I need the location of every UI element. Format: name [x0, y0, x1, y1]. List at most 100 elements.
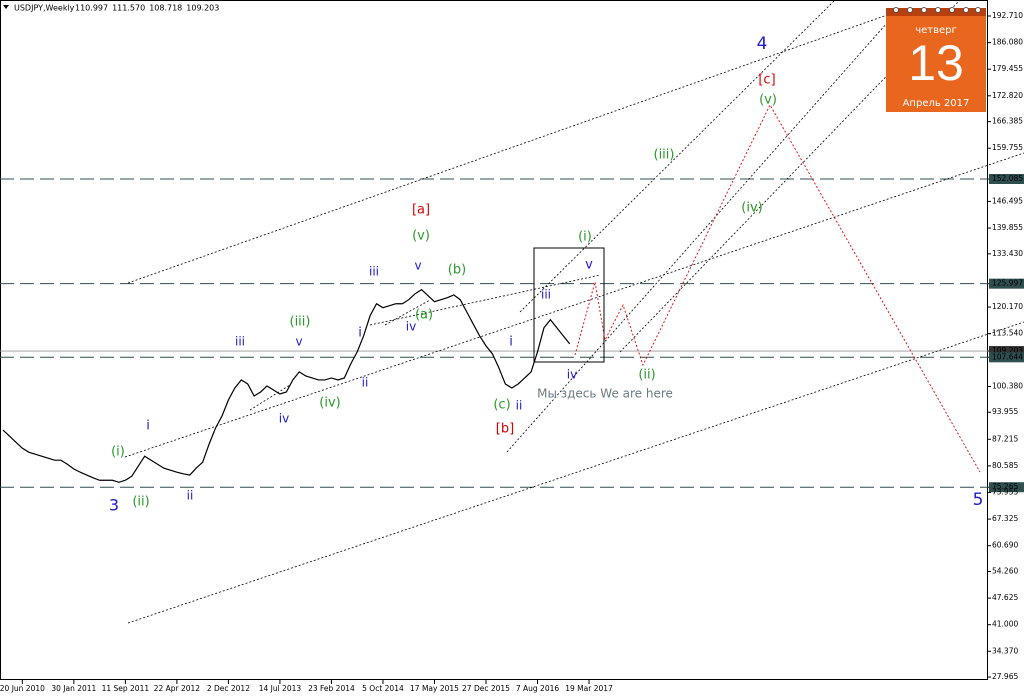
- x-tick-label: 17 May 2015: [410, 684, 459, 693]
- y-tick-label: 186.080: [992, 38, 1023, 47]
- y-tick-label: 47.625: [992, 593, 1018, 602]
- wave-label: (v): [412, 229, 430, 244]
- x-tick-label: 2 Dec 2012: [207, 684, 250, 693]
- y-tick-label: 172.820: [992, 91, 1023, 100]
- wave-label: (ii): [638, 368, 655, 383]
- ohlc-value: 108.718: [149, 4, 182, 13]
- x-tick-label: 11 Sep 2011: [102, 684, 150, 693]
- x-tick-label: 14 Jul 2013: [259, 684, 302, 693]
- calendar: четверг 13 Апрель 2017: [886, 7, 986, 112]
- y-tick-label: 41.000: [992, 620, 1018, 629]
- ohlc-value: 109.203: [186, 4, 219, 13]
- y-tick-label: 192.710: [992, 11, 1023, 20]
- wave-label: (i): [578, 230, 592, 245]
- y-tick-highlight: [989, 173, 1024, 184]
- wave-label: iii: [369, 265, 379, 279]
- chart-title: USDJPY,Weekly: [14, 4, 75, 13]
- wave-label: [b]: [496, 422, 514, 437]
- wave-label: [c]: [758, 73, 775, 88]
- y-tick-label: 133.430: [992, 249, 1023, 258]
- y-tick-label: 179.455: [992, 64, 1023, 73]
- trend-line: [519, 0, 836, 313]
- trend-line: [384, 299, 431, 326]
- wave-label: (a): [415, 308, 433, 323]
- y-tick-label: 109.203: [992, 346, 1023, 355]
- y-tick-label: 27.965: [992, 672, 1018, 681]
- wave-label: iv: [567, 368, 577, 382]
- y-tick-label: 107.644: [992, 352, 1023, 361]
- wave-label: (iv): [319, 396, 340, 411]
- wave-label: ii: [516, 399, 523, 413]
- y-tick-label: 60.690: [992, 541, 1018, 550]
- wave-label: (b): [448, 263, 466, 278]
- forecast-path: [574, 104, 981, 473]
- wave-label: (v): [759, 93, 777, 108]
- y-tick-label: 34.370: [992, 646, 1018, 655]
- wave-label: (iii): [290, 315, 311, 330]
- trend-line: [619, 0, 961, 353]
- wave-label: iii: [541, 288, 551, 302]
- y-tick-label: 75.265: [992, 482, 1018, 491]
- y-tick-label: 67.325: [992, 514, 1018, 523]
- trend-line: [127, 321, 1024, 624]
- y-tick-label: 125.997: [992, 279, 1023, 288]
- price-line-series: [2, 288, 571, 483]
- calendar-day: 13: [908, 35, 964, 91]
- wave-label: iii: [235, 335, 245, 349]
- wave-label: v: [585, 258, 593, 273]
- wave-label: ii: [187, 489, 194, 503]
- wave-label: 5: [973, 490, 984, 510]
- ohlc: 110.997 111.570 108.718 109.203: [75, 4, 219, 13]
- wave-label: 3: [109, 496, 119, 515]
- ohlc-value: 111.570: [112, 4, 145, 13]
- calendar-body: [886, 8, 986, 112]
- wave-label: [a]: [412, 203, 430, 218]
- x-tick-label: 20 Jun 2010: [0, 684, 45, 693]
- y-tick-highlight: [989, 482, 1024, 493]
- y-tick-label: 159.755: [992, 143, 1023, 152]
- x-tick-label: 19 Mar 2017: [565, 684, 613, 693]
- wave-label: v: [295, 335, 302, 349]
- wave-label: i: [358, 326, 362, 341]
- wave-label: (c): [493, 398, 510, 413]
- trend-line: [369, 274, 601, 326]
- y-tick-label: 54.260: [992, 566, 1018, 575]
- x-tick-label: 22 Apr 2012: [154, 684, 201, 693]
- x-tick-label: 30 Jan 2011: [51, 684, 96, 693]
- calendar-weekday: четверг: [915, 25, 957, 36]
- y-tick-highlight: [989, 278, 1024, 289]
- trend-line: [127, 13, 891, 284]
- ohlc-value: 110.997: [75, 4, 108, 13]
- wave-label: v: [414, 259, 421, 273]
- x-tick-label: 23 Feb 2014: [308, 684, 355, 693]
- wave-label: (iv): [741, 201, 762, 216]
- y-tick-highlight: [989, 352, 1024, 363]
- y-tick-label: 93.955: [992, 407, 1018, 416]
- menu-arrow[interactable]: [3, 5, 9, 9]
- wave-label: ii: [362, 376, 369, 390]
- y-tick-label: 139.855: [992, 223, 1023, 232]
- wave-label: i: [509, 335, 513, 350]
- wave-label: iv: [279, 412, 289, 426]
- wave-label: (i): [111, 445, 125, 460]
- trend-line: [506, 13, 896, 453]
- y-tick-label: 166.385: [992, 117, 1023, 126]
- wave-label: 4: [757, 34, 768, 54]
- x-tick-label: 7 Aug 2016: [516, 684, 559, 693]
- y-tick-label: 146.495: [992, 196, 1023, 205]
- y-tick-label: 100.380: [992, 381, 1023, 390]
- calendar-month: Апрель 2017: [903, 98, 970, 109]
- wave-label: iv: [406, 320, 416, 334]
- y-tick-label: 87.215: [992, 434, 1018, 443]
- x-tick-label: 5 Oct 2014: [362, 684, 404, 693]
- wave-label: (iii): [654, 148, 675, 163]
- y-tick-highlight: [989, 346, 1024, 357]
- wave-label: (ii): [132, 495, 149, 510]
- selection-box: [533, 247, 605, 363]
- y-tick-label: 120.170: [992, 302, 1023, 311]
- plot-frame: [0, 0, 988, 680]
- y-tick-label: 152.085: [992, 174, 1023, 183]
- y-tick-label: 113.540: [992, 329, 1023, 338]
